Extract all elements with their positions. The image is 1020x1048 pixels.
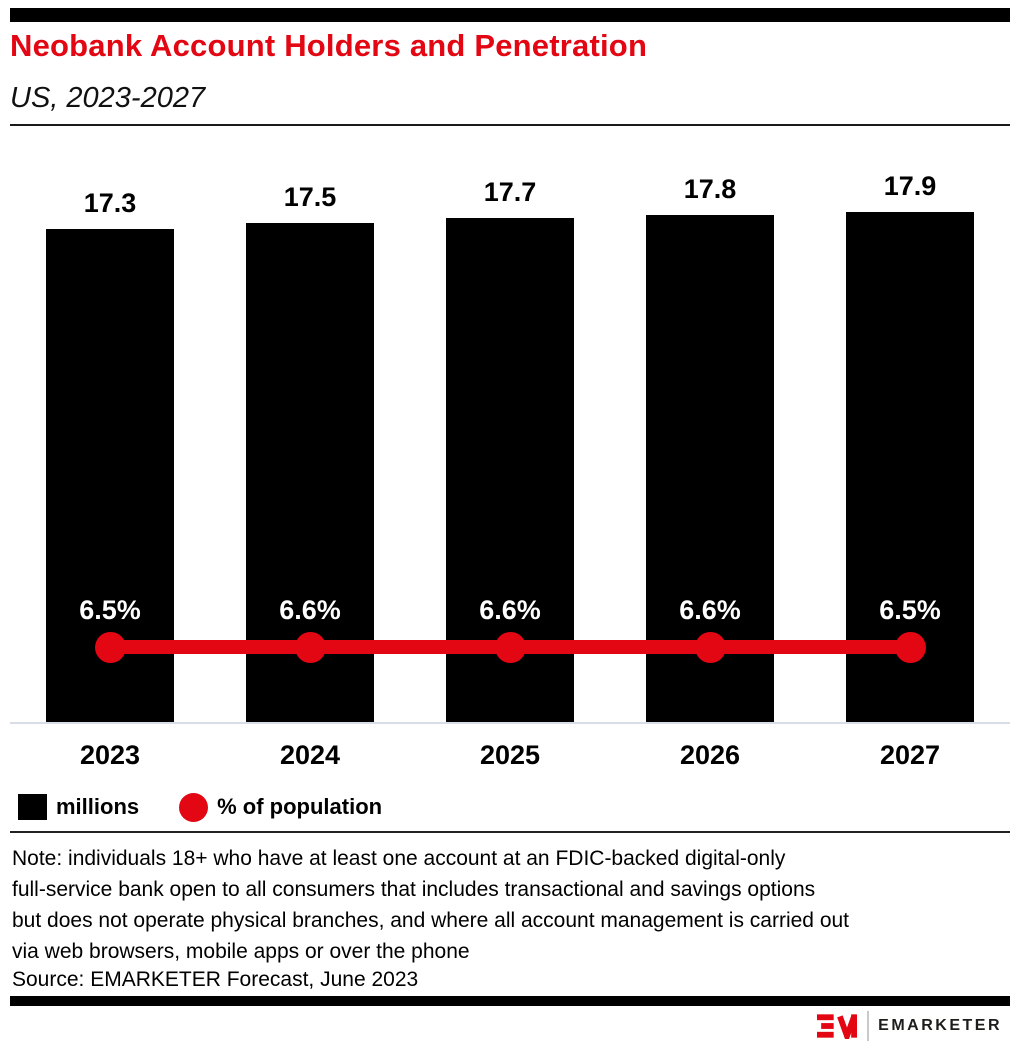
brand-logo: EMARKETER: [817, 1011, 1002, 1041]
note-line: but does not operate physical branches, …: [12, 909, 850, 932]
line-value-label-2026: 6.6%: [679, 595, 741, 625]
top-divider-bar: [10, 8, 1010, 22]
brand-divider: [867, 1011, 870, 1041]
x-axis-label-2027: 2027: [879, 740, 941, 770]
header-rule: [10, 124, 1010, 126]
line-point-2024: [294, 631, 326, 663]
source-text: Source: EMARKETER Forecast, June 2023: [12, 968, 419, 991]
bar-value-label-2025: 17.7: [483, 176, 537, 207]
legend-label-millions: millions: [56, 794, 140, 819]
chart-area: 17.3 2023 17.5 2024 17.7 2025 17.8 2026 17.9 2027…: [10, 170, 1010, 770]
line-value-label-2024: 6.6%: [279, 595, 341, 625]
line-point-2027: [894, 631, 926, 663]
bar-value-label-2027: 17.9: [883, 170, 937, 201]
note-text: Note: individuals 18+ who have at least …: [12, 843, 992, 967]
bar-value-label-2024: 17.5: [283, 182, 337, 213]
chart-subtitle: US, 2023-2027: [10, 82, 206, 114]
line-value-label-2025: 6.6%: [479, 595, 541, 625]
brand-name: EMARKETER: [878, 1017, 1002, 1034]
line-value-label-2027: 6.5%: [879, 595, 941, 625]
x-axis-label-2024: 2024: [279, 740, 341, 770]
chart-title: Neobank Account Holders and Penetration: [10, 28, 648, 63]
line-point-2025: [494, 631, 526, 663]
line-point-2023: [94, 631, 126, 663]
line-point-2026: [694, 631, 726, 663]
legend-label-population: % of population: [217, 794, 383, 819]
note-line: Note: individuals 18+ who have at least …: [12, 847, 786, 870]
bottom-divider-bar: [10, 996, 1010, 1006]
bar-value-label-2026: 17.8: [683, 173, 737, 204]
x-axis-label-2026: 2026: [679, 740, 741, 770]
legend-rule: [10, 831, 1010, 833]
legend-swatch-millions: [18, 794, 47, 820]
bar-value-label-2023: 17.3: [83, 188, 137, 218]
x-axis-line: [10, 722, 1010, 724]
em-logo-icon: [817, 1014, 858, 1039]
legend-swatch-population: [179, 792, 209, 822]
note-line: via web browsers, mobile apps or over th…: [12, 940, 470, 963]
note-line: full-service bank open to all consumers …: [12, 878, 816, 901]
x-axis-label-2025: 2025: [479, 740, 541, 770]
line-value-label-2023: 6.5%: [79, 595, 141, 625]
legend: millions % of population: [18, 790, 382, 824]
x-axis-label-2023: 2023: [79, 740, 141, 770]
